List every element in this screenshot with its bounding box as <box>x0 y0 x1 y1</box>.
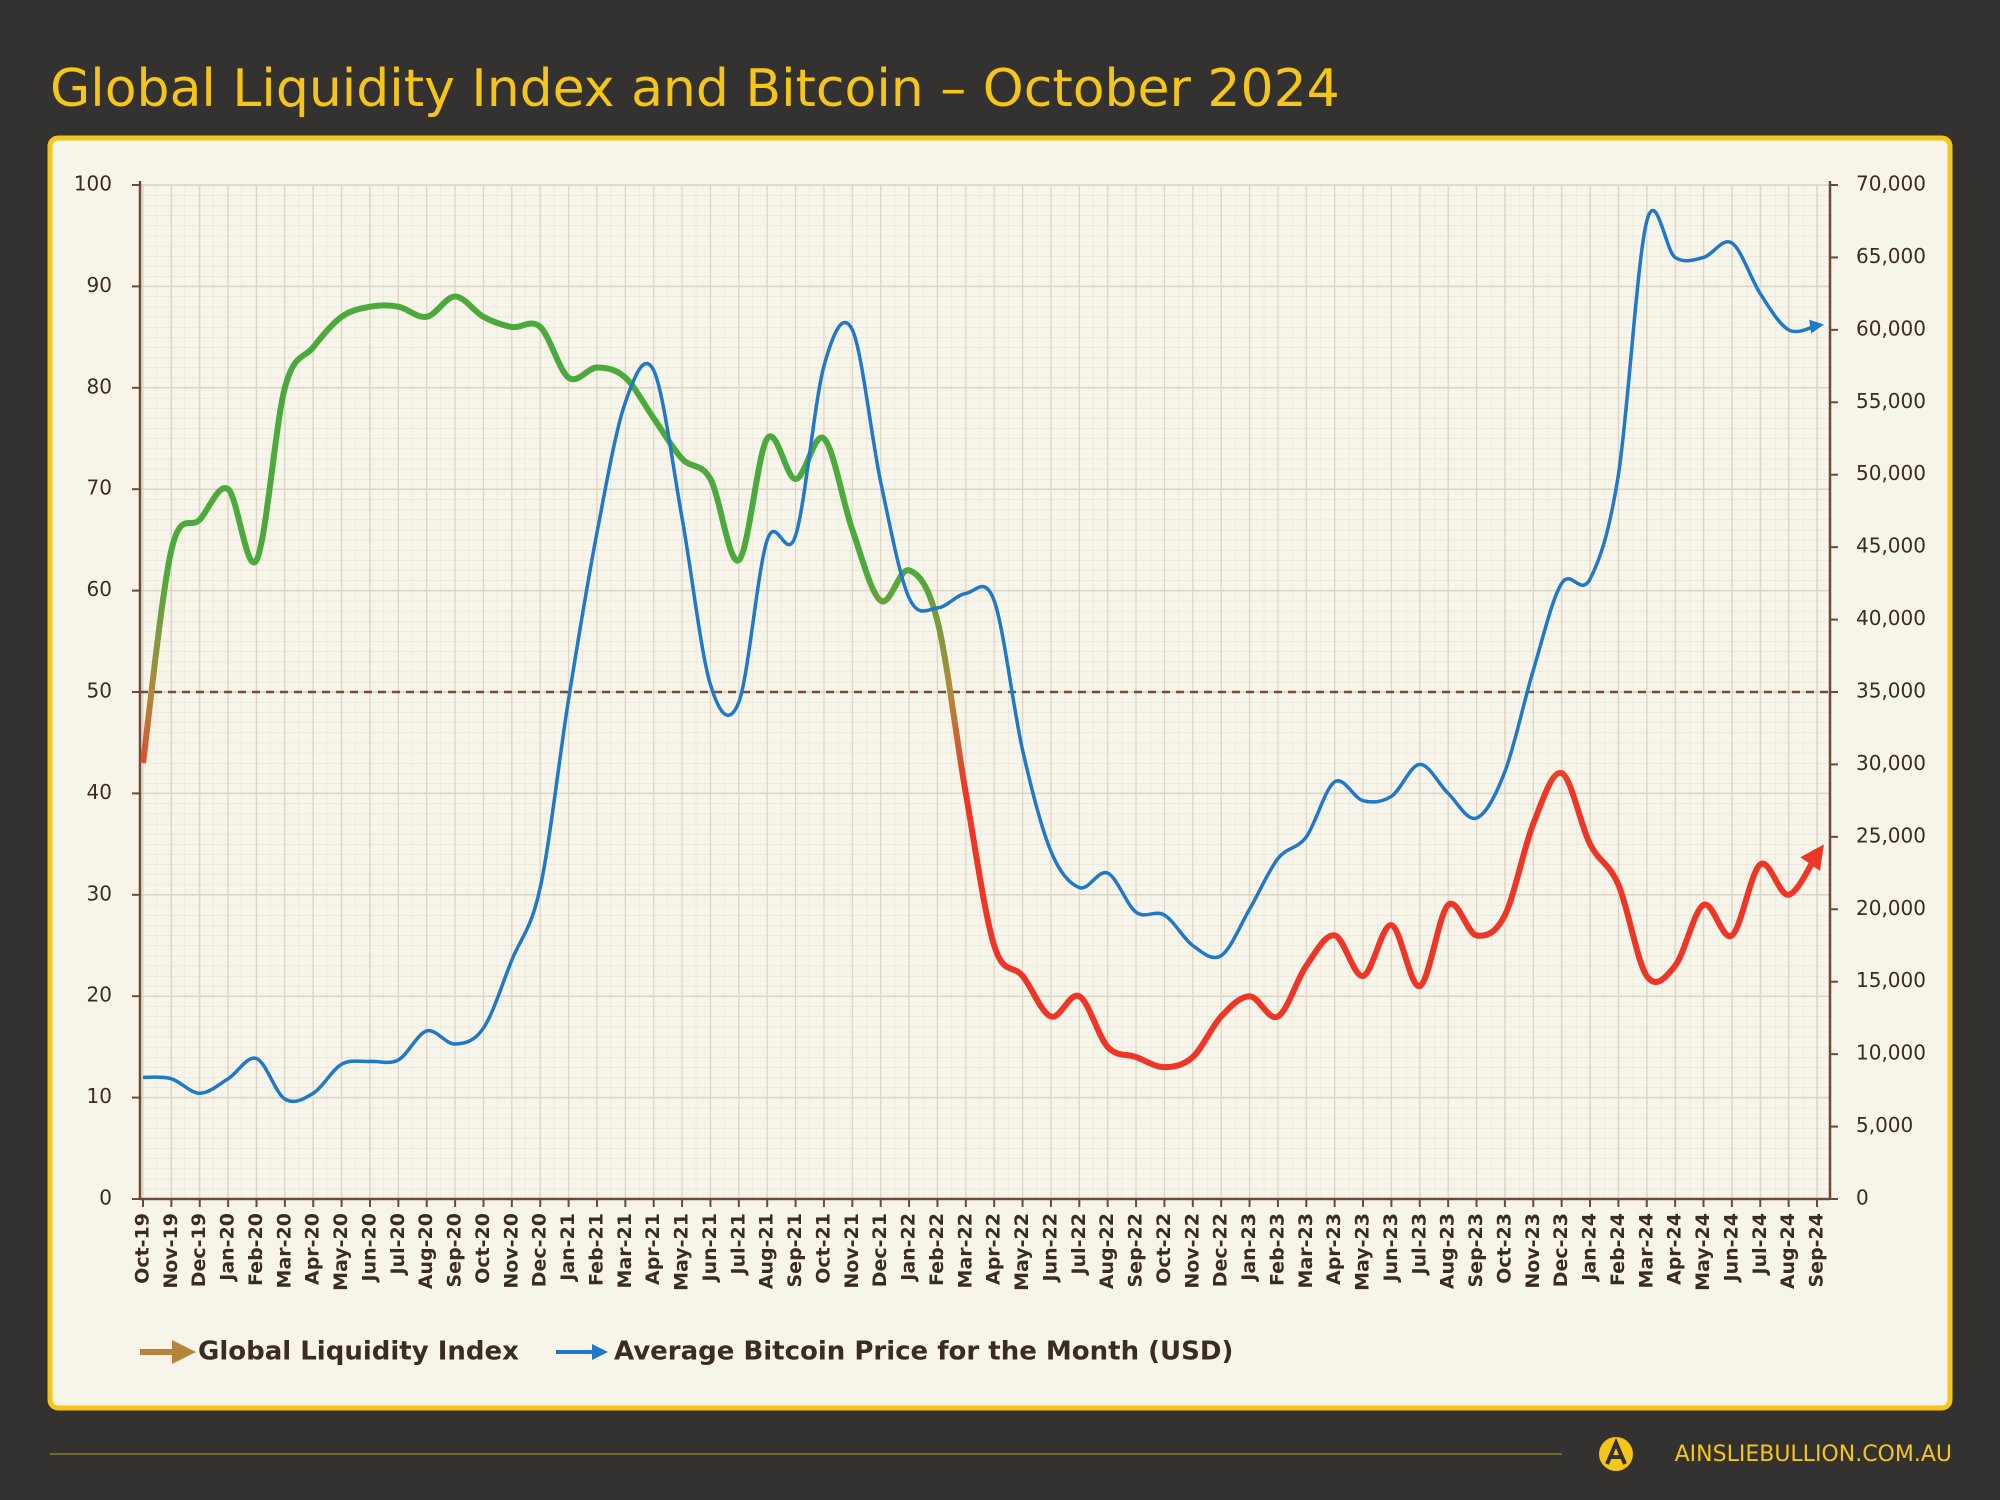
x-tick-label: Mar-22 <box>954 1213 976 1288</box>
x-tick-label: Aug-20 <box>415 1213 437 1289</box>
x-tick-label: Dec-20 <box>529 1213 551 1287</box>
x-tick-label: Aug-21 <box>756 1213 778 1289</box>
y-tick-label: 40 <box>87 780 112 804</box>
x-tick-label: Nov-23 <box>1522 1213 1544 1289</box>
y2-tick-label: 15,000 <box>1856 968 1926 992</box>
y-tick-label: 0 <box>99 1186 112 1210</box>
y2-tick-label: 55,000 <box>1856 389 1926 413</box>
x-tick-label: Feb-20 <box>245 1213 267 1286</box>
x-tick-label: Sep-20 <box>444 1213 466 1288</box>
y2-tick-label: 40,000 <box>1856 606 1926 630</box>
x-tick-label: Sep-23 <box>1465 1213 1487 1288</box>
x-tick-label: Mar-20 <box>273 1213 295 1288</box>
y-tick-label: 80 <box>87 374 112 398</box>
x-tick-label: Apr-21 <box>642 1213 664 1285</box>
y2-tick-label: 25,000 <box>1856 823 1926 847</box>
x-tick-label: Mar-23 <box>1295 1213 1317 1288</box>
x-tick-label: Jan-23 <box>1238 1213 1260 1283</box>
x-tick-label: Aug-23 <box>1437 1213 1459 1289</box>
x-tick-label: Apr-23 <box>1323 1213 1345 1285</box>
x-tick-label: Jan-21 <box>557 1213 579 1283</box>
y-tick-label: 20 <box>87 983 112 1007</box>
y2-tick-label: 0 <box>1856 1186 1869 1210</box>
x-tick-label: Oct-20 <box>472 1213 494 1284</box>
y2-tick-label: 60,000 <box>1856 316 1926 340</box>
x-tick-label: Jan-24 <box>1579 1213 1601 1283</box>
y2-tick-label: 35,000 <box>1856 679 1926 703</box>
x-tick-label: Nov-19 <box>160 1213 182 1289</box>
x-tick-label: Feb-24 <box>1607 1213 1629 1286</box>
x-tick-label: Nov-20 <box>500 1213 522 1289</box>
plot: 0 10 20 30 40 50 60 70 80 90 100 0 5,000 10,000 15,000… <box>74 172 1926 1291</box>
x-tick-label: Feb-21 <box>585 1213 607 1286</box>
series-line <box>142 208 1824 1104</box>
x-tick-label: Apr-22 <box>983 1213 1005 1285</box>
x-tick-label: Apr-20 <box>302 1213 324 1285</box>
x-tick-label: Dec-21 <box>869 1213 891 1287</box>
x-tick-label: Jun-23 <box>1380 1213 1402 1283</box>
x-tick-label: Oct-22 <box>1153 1213 1175 1284</box>
y2-tick-label: 65,000 <box>1856 244 1926 268</box>
x-tick-label: May-22 <box>1011 1213 1033 1291</box>
x-tick-label: May-20 <box>330 1213 352 1291</box>
x-tick-label: Oct-23 <box>1493 1213 1515 1284</box>
y-tick-label: 50 <box>87 679 112 703</box>
y-tick-label: 30 <box>87 881 112 905</box>
x-tick-label: Oct-19 <box>132 1213 154 1284</box>
x-tick-label: Jun-22 <box>1039 1213 1061 1283</box>
x-tick-label: Jul-23 <box>1408 1213 1430 1276</box>
x-tick-label: Apr-24 <box>1664 1213 1686 1285</box>
x-tick-label: Jun-24 <box>1720 1213 1742 1283</box>
x-tick-label: Jun-21 <box>699 1213 721 1283</box>
y2-tick-label: 20,000 <box>1856 896 1926 920</box>
x-tick-label: Nov-22 <box>1181 1213 1203 1289</box>
legend-label: Average Bitcoin Price for the Month (USD… <box>614 1337 1233 1367</box>
x-tick-label: May-23 <box>1352 1213 1374 1291</box>
y-tick-label: 60 <box>87 577 112 601</box>
x-tick-label: Feb-23 <box>1266 1213 1288 1286</box>
logo <box>1599 1437 1633 1471</box>
x-tick-label: Oct-21 <box>812 1213 834 1284</box>
x-tick-label: Jan-22 <box>898 1213 920 1283</box>
y-tick-label: 10 <box>87 1084 112 1108</box>
x-tick-label: Jan-20 <box>217 1213 239 1283</box>
y2-tick-label: 30,000 <box>1856 751 1926 775</box>
x-tick-label: Feb-22 <box>926 1213 948 1286</box>
x-tick-label: May-21 <box>671 1213 693 1291</box>
x-tick-label: Dec-23 <box>1550 1213 1572 1287</box>
x-tick-label: Aug-22 <box>1096 1213 1118 1289</box>
y2-tick-label: 10,000 <box>1856 1041 1926 1065</box>
y-tick-label: 90 <box>87 273 112 297</box>
y2-tick-label: 70,000 <box>1856 172 1926 196</box>
x-tick-label: Mar-21 <box>614 1213 636 1288</box>
x-tick-label: Dec-22 <box>1210 1213 1232 1287</box>
y-tick-label: 100 <box>74 172 112 196</box>
y-tick-label: 70 <box>87 476 112 500</box>
x-tick-label: Mar-24 <box>1635 1213 1657 1288</box>
x-tick-label: Sep-21 <box>784 1213 806 1288</box>
x-tick-label: Nov-21 <box>841 1213 863 1289</box>
y2-tick-label: 45,000 <box>1856 534 1926 558</box>
y2-tick-label: 50,000 <box>1856 461 1926 485</box>
x-tick-label: Dec-19 <box>188 1213 210 1287</box>
series-line <box>140 293 1824 1071</box>
chart-title: Global Liquidity Index and Bitcoin – Oct… <box>50 59 1340 119</box>
x-tick-label: Jul-20 <box>387 1213 409 1276</box>
x-tick-label: Sep-24 <box>1806 1213 1828 1288</box>
x-tick-label: Jun-20 <box>358 1213 380 1283</box>
x-tick-label: Jul-22 <box>1068 1213 1090 1276</box>
y2-tick-label: 5,000 <box>1856 1113 1913 1137</box>
x-tick-label: Aug-24 <box>1777 1213 1799 1289</box>
x-tick-label: Jul-24 <box>1749 1213 1771 1276</box>
x-tick-label: May-24 <box>1692 1213 1714 1291</box>
legend-label: Global Liquidity Index <box>198 1337 519 1367</box>
footer-url: AINSLIEBULLION.COM.AU <box>1675 1442 1952 1467</box>
x-tick-label: Sep-22 <box>1125 1213 1147 1288</box>
x-tick-label: Jul-21 <box>727 1213 749 1276</box>
